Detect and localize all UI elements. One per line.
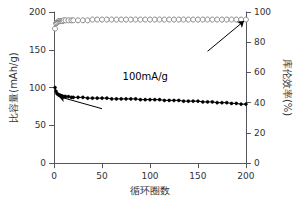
svg-text:40: 40 [254, 98, 266, 108]
svg-text:100mA/g: 100mA/g [123, 71, 168, 82]
svg-text:50: 50 [96, 171, 108, 181]
svg-text:60: 60 [254, 67, 266, 77]
svg-text:20: 20 [254, 128, 266, 138]
svg-text:150: 150 [189, 171, 206, 181]
svg-text:0: 0 [51, 171, 57, 181]
svg-text:200: 200 [237, 171, 254, 181]
svg-text:100: 100 [254, 7, 271, 17]
svg-text:0: 0 [254, 158, 260, 168]
svg-text:100: 100 [29, 83, 46, 93]
svg-text:0: 0 [40, 158, 46, 168]
svg-text:循环圈数: 循环圈数 [130, 185, 170, 196]
svg-text:150: 150 [29, 45, 46, 55]
svg-text:100: 100 [141, 171, 158, 181]
svg-text:比容量(mAh/g): 比容量(mAh/g) [8, 52, 19, 123]
svg-text:80: 80 [254, 37, 266, 47]
svg-text:库伦效率(%): 库伦效率(%) [282, 59, 293, 116]
svg-text:200: 200 [29, 7, 46, 17]
svg-text:50: 50 [35, 120, 47, 130]
